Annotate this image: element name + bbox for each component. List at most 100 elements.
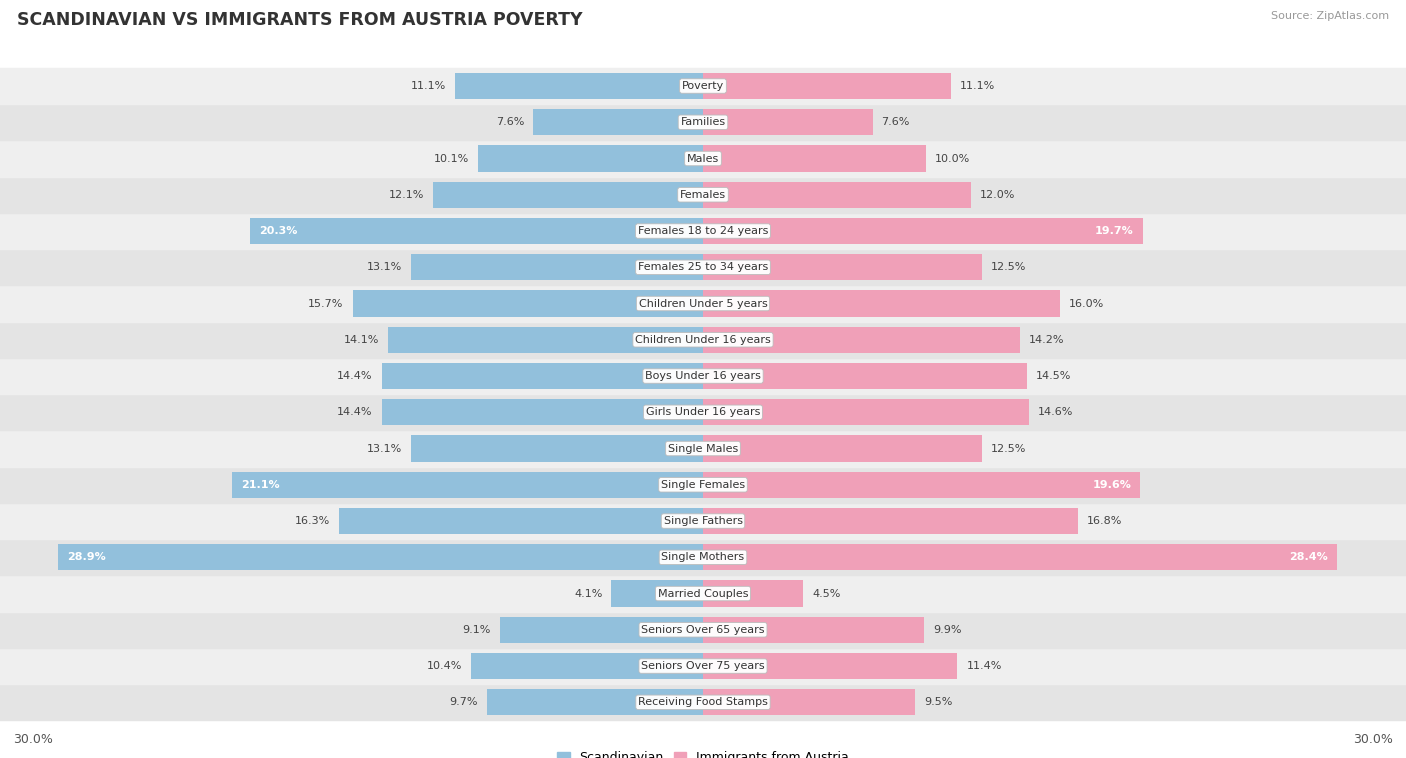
- Text: 14.6%: 14.6%: [1038, 407, 1073, 418]
- Text: 9.1%: 9.1%: [463, 625, 491, 634]
- Bar: [0, 68, 1406, 104]
- Text: 4.1%: 4.1%: [574, 588, 603, 599]
- Text: Children Under 5 years: Children Under 5 years: [638, 299, 768, 309]
- Text: 19.6%: 19.6%: [1092, 480, 1132, 490]
- Text: 13.1%: 13.1%: [367, 262, 402, 272]
- Bar: [381, 399, 703, 425]
- Bar: [0, 286, 1406, 321]
- Text: 13.1%: 13.1%: [367, 443, 402, 453]
- Bar: [703, 689, 915, 716]
- Text: 7.6%: 7.6%: [882, 117, 910, 127]
- Text: 12.5%: 12.5%: [991, 262, 1026, 272]
- Text: 12.5%: 12.5%: [991, 443, 1026, 453]
- Bar: [703, 146, 927, 171]
- Bar: [339, 508, 703, 534]
- Text: Seniors Over 75 years: Seniors Over 75 years: [641, 661, 765, 671]
- Bar: [0, 684, 1406, 720]
- Text: Boys Under 16 years: Boys Under 16 years: [645, 371, 761, 381]
- Text: 10.4%: 10.4%: [426, 661, 463, 671]
- Bar: [471, 653, 703, 679]
- Text: Females: Females: [681, 190, 725, 200]
- Text: Receiving Food Stamps: Receiving Food Stamps: [638, 697, 768, 707]
- Text: SCANDINAVIAN VS IMMIGRANTS FROM AUSTRIA POVERTY: SCANDINAVIAN VS IMMIGRANTS FROM AUSTRIA …: [17, 11, 582, 30]
- Text: 12.0%: 12.0%: [980, 190, 1015, 200]
- Text: Source: ZipAtlas.com: Source: ZipAtlas.com: [1271, 11, 1389, 21]
- Text: 11.1%: 11.1%: [960, 81, 995, 91]
- Bar: [353, 290, 703, 317]
- Text: 12.1%: 12.1%: [388, 190, 425, 200]
- Bar: [388, 327, 703, 352]
- Text: 14.2%: 14.2%: [1029, 335, 1064, 345]
- Text: Single Fathers: Single Fathers: [664, 516, 742, 526]
- Bar: [0, 140, 1406, 177]
- Bar: [0, 321, 1406, 358]
- Bar: [703, 544, 1337, 570]
- Text: Married Couples: Married Couples: [658, 588, 748, 599]
- Text: 11.4%: 11.4%: [966, 661, 1001, 671]
- Legend: Scandinavian, Immigrants from Austria: Scandinavian, Immigrants from Austria: [553, 747, 853, 758]
- Text: 20.3%: 20.3%: [259, 226, 297, 236]
- Text: Females 18 to 24 years: Females 18 to 24 years: [638, 226, 768, 236]
- Bar: [703, 327, 1019, 352]
- Bar: [0, 612, 1406, 648]
- Text: Seniors Over 65 years: Seniors Over 65 years: [641, 625, 765, 634]
- Text: 19.7%: 19.7%: [1095, 226, 1133, 236]
- Text: 15.7%: 15.7%: [308, 299, 343, 309]
- Bar: [0, 539, 1406, 575]
- Text: Females 25 to 34 years: Females 25 to 34 years: [638, 262, 768, 272]
- Bar: [232, 471, 703, 498]
- Bar: [703, 617, 924, 643]
- Bar: [58, 544, 703, 570]
- Bar: [478, 146, 703, 171]
- Text: 16.0%: 16.0%: [1069, 299, 1104, 309]
- Bar: [411, 254, 703, 280]
- Text: 14.4%: 14.4%: [337, 407, 373, 418]
- Bar: [703, 508, 1078, 534]
- Text: Families: Families: [681, 117, 725, 127]
- Bar: [0, 104, 1406, 140]
- Bar: [0, 177, 1406, 213]
- Bar: [612, 581, 703, 606]
- Bar: [703, 218, 1143, 244]
- Bar: [0, 648, 1406, 684]
- Bar: [703, 581, 803, 606]
- Bar: [250, 218, 703, 244]
- Text: 14.5%: 14.5%: [1036, 371, 1071, 381]
- Bar: [501, 617, 703, 643]
- Text: 11.1%: 11.1%: [411, 81, 446, 91]
- Bar: [456, 73, 703, 99]
- Bar: [381, 363, 703, 389]
- Text: Poverty: Poverty: [682, 81, 724, 91]
- Bar: [703, 182, 970, 208]
- Text: 16.8%: 16.8%: [1087, 516, 1122, 526]
- Text: 9.7%: 9.7%: [449, 697, 478, 707]
- Bar: [703, 363, 1026, 389]
- Bar: [433, 182, 703, 208]
- Bar: [486, 689, 703, 716]
- Text: Girls Under 16 years: Girls Under 16 years: [645, 407, 761, 418]
- Bar: [411, 436, 703, 462]
- Text: 9.9%: 9.9%: [932, 625, 962, 634]
- Text: 14.4%: 14.4%: [337, 371, 373, 381]
- Bar: [533, 109, 703, 136]
- Bar: [0, 358, 1406, 394]
- Bar: [703, 399, 1029, 425]
- Bar: [703, 436, 981, 462]
- Text: Males: Males: [688, 154, 718, 164]
- Text: Children Under 16 years: Children Under 16 years: [636, 335, 770, 345]
- Text: 10.1%: 10.1%: [433, 154, 468, 164]
- Text: 9.5%: 9.5%: [924, 697, 952, 707]
- Text: 28.4%: 28.4%: [1289, 553, 1327, 562]
- Text: Single Females: Single Females: [661, 480, 745, 490]
- Bar: [0, 249, 1406, 286]
- Bar: [0, 213, 1406, 249]
- Text: 21.1%: 21.1%: [240, 480, 280, 490]
- Bar: [0, 431, 1406, 467]
- Text: 4.5%: 4.5%: [813, 588, 841, 599]
- Text: 28.9%: 28.9%: [67, 553, 105, 562]
- Text: 10.0%: 10.0%: [935, 154, 970, 164]
- Bar: [703, 471, 1140, 498]
- Text: 16.3%: 16.3%: [295, 516, 330, 526]
- Bar: [703, 254, 981, 280]
- Bar: [0, 467, 1406, 503]
